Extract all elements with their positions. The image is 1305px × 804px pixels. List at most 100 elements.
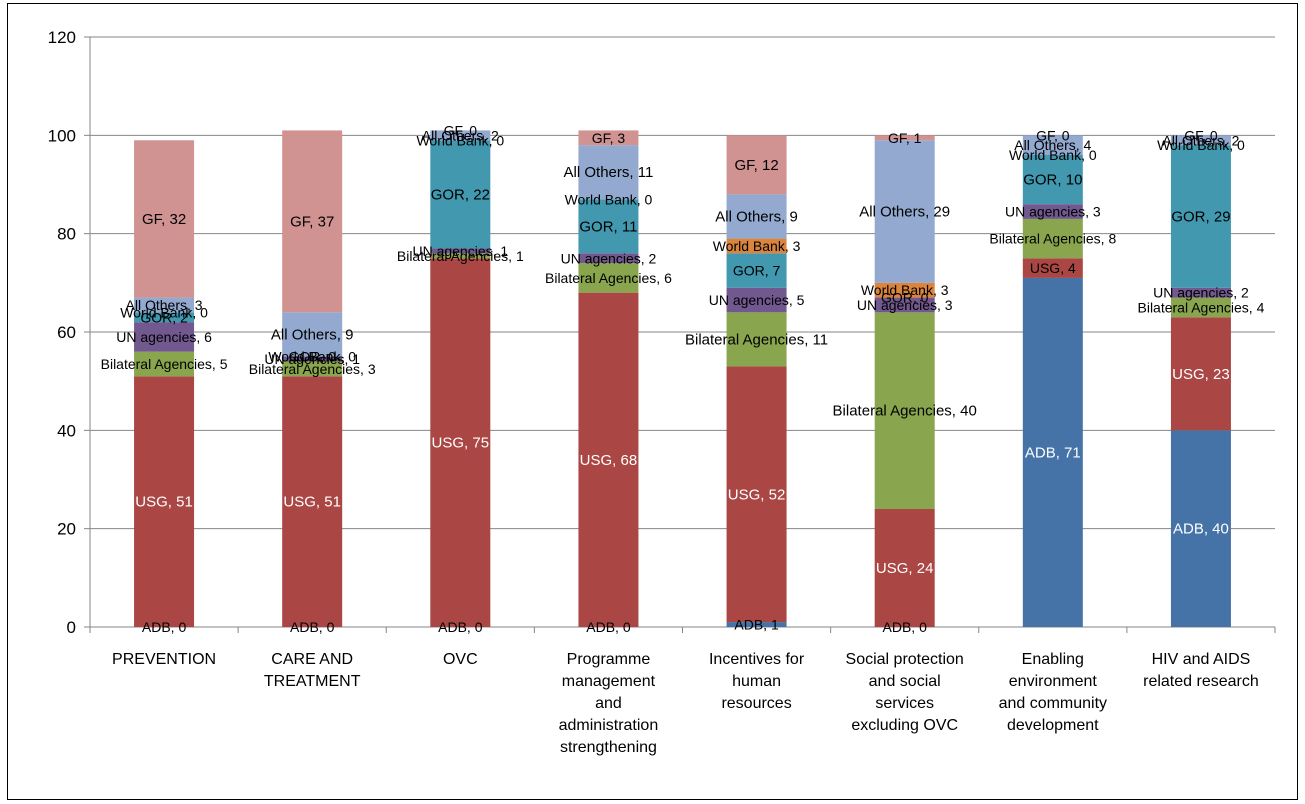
data-label: World Bank, 0 xyxy=(1157,137,1245,153)
data-label: GOR, 10 xyxy=(1023,172,1082,189)
data-label: USG, 68 xyxy=(580,452,638,469)
data-label: UN agencies, 1 xyxy=(412,243,508,259)
bar-segment xyxy=(726,238,787,254)
data-label: GOR, 0 xyxy=(288,349,336,365)
data-label: UN agencies, 1 xyxy=(264,351,360,367)
data-label: World Bank, 3 xyxy=(713,238,801,254)
x-category-label: Social protection and social services exclu… xyxy=(846,651,964,734)
x-category-label: Programme management and administration stre… xyxy=(559,651,659,756)
bar-segment xyxy=(1022,258,1083,278)
data-label: USG, 23 xyxy=(1172,366,1230,383)
x-category-label: CARE AND TREATMENT xyxy=(264,651,361,690)
data-label: All Others, 4 xyxy=(1014,137,1091,153)
data-label: GOR, 22 xyxy=(431,186,490,203)
data-label: GOR, 0 xyxy=(881,290,929,306)
data-label: UN agencies, 5 xyxy=(709,292,805,308)
data-label: ADB, 1 xyxy=(734,617,779,633)
bar-segment xyxy=(726,253,787,288)
bar-segment xyxy=(1022,218,1083,259)
data-label: USG, 51 xyxy=(283,494,341,511)
data-label: GOR, 29 xyxy=(1171,208,1230,225)
data-label: World Bank, 0 xyxy=(268,349,356,365)
data-label: All Others, 29 xyxy=(859,204,950,221)
y-tick-label: 100 xyxy=(48,126,76,145)
bar-segment xyxy=(430,130,491,141)
x-category-label: OVC xyxy=(443,651,478,668)
data-label: UN agencies, 6 xyxy=(116,329,212,345)
data-label: All Others, 2 xyxy=(422,127,499,143)
bar-segment xyxy=(726,312,787,367)
bar-segment xyxy=(134,376,195,627)
data-label: GOR, 2 xyxy=(140,309,188,325)
data-label: World Bank, 3 xyxy=(861,282,949,298)
bar-segment xyxy=(726,135,787,195)
data-label: USG, 4 xyxy=(1030,260,1076,276)
data-label: ADB, 0 xyxy=(438,619,483,635)
data-label: GF, 1 xyxy=(888,130,922,146)
x-category-label: Enabling environment and community developm… xyxy=(999,651,1108,734)
x-category-label: HIV and AIDS related research xyxy=(1143,651,1259,690)
data-label: UN agencies, 2 xyxy=(1153,285,1249,301)
data-label: World Bank, 0 xyxy=(565,191,653,207)
bar-segment xyxy=(578,263,639,293)
bar-segment xyxy=(726,287,787,313)
data-label: All Others, 3 xyxy=(126,297,203,313)
bar-segment xyxy=(874,297,935,313)
bar-segment xyxy=(874,312,935,509)
data-label: GF, 0 xyxy=(1036,127,1070,143)
bar-segment xyxy=(578,145,639,200)
data-label: USG, 75 xyxy=(432,435,490,452)
bar-segment xyxy=(282,376,343,627)
bar-segment xyxy=(430,253,491,259)
y-tick-label: 20 xyxy=(57,520,76,539)
bar-segment xyxy=(1170,317,1231,431)
bar-segment xyxy=(874,135,935,141)
bar-segment xyxy=(282,361,343,377)
data-label: Bilateral Agencies, 3 xyxy=(249,361,376,377)
bar-segment xyxy=(134,140,195,298)
data-label: ADB, 0 xyxy=(883,619,928,635)
bar-segment xyxy=(578,292,639,627)
data-label: All Others, 2 xyxy=(1162,132,1239,148)
bar-segment xyxy=(430,248,491,254)
bar-segment xyxy=(874,509,935,627)
data-label: World Bank, 0 xyxy=(1009,147,1097,163)
data-label: ADB, 0 xyxy=(142,619,187,635)
data-label: GF, 0 xyxy=(1184,127,1218,143)
bar-segment xyxy=(430,258,491,627)
data-label: USG, 51 xyxy=(135,494,193,511)
bar-segment xyxy=(134,312,195,323)
bar-segment xyxy=(1170,287,1231,298)
y-tick-label: 120 xyxy=(48,28,76,47)
bar-segment xyxy=(1022,155,1083,205)
bar-segment xyxy=(874,140,935,283)
data-label: Bilateral Agencies, 1 xyxy=(397,248,524,264)
bar-segment xyxy=(134,351,195,377)
data-label: GOR, 7 xyxy=(733,263,781,279)
data-label: ADB, 0 xyxy=(290,619,335,635)
data-label: ADB, 40 xyxy=(1173,521,1229,538)
bar-segment xyxy=(282,130,343,313)
bar-segment xyxy=(578,253,639,264)
bar-segment xyxy=(874,282,935,298)
data-label: Bilateral Agencies, 8 xyxy=(989,231,1116,247)
data-label: Bilateral Agencies, 11 xyxy=(685,331,828,348)
data-label: All Others, 11 xyxy=(564,164,654,181)
data-label: GF, 0 xyxy=(444,122,478,138)
data-label: UN agencies, 2 xyxy=(561,250,657,266)
data-label: UN agencies, 3 xyxy=(857,297,953,313)
bar-segment xyxy=(1170,430,1231,627)
data-label: World Bank, 0 xyxy=(416,132,504,148)
data-label: Bilateral Agencies, 40 xyxy=(833,403,977,420)
bar-segment xyxy=(282,312,343,357)
data-label: GF, 37 xyxy=(290,213,334,230)
data-label: ADB, 0 xyxy=(586,619,631,635)
data-label: USG, 52 xyxy=(728,486,786,503)
bar-segment xyxy=(134,322,195,352)
data-label: All Others, 9 xyxy=(715,208,798,225)
bar-segment xyxy=(1170,145,1231,288)
data-label: ADB, 71 xyxy=(1025,444,1081,461)
bar-segment xyxy=(726,622,787,627)
bar-segment xyxy=(282,356,343,362)
